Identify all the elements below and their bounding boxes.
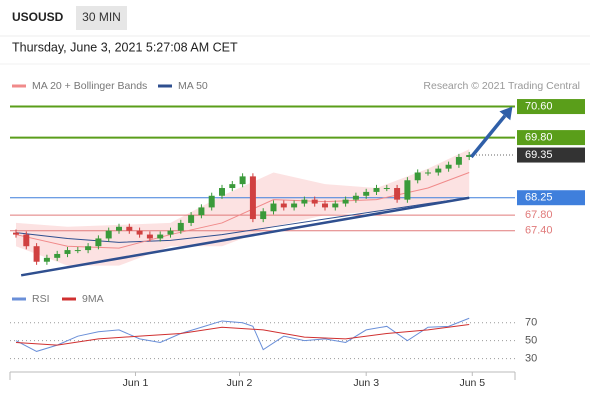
- oscillator-line: [15, 324, 470, 346]
- level-label: 69.35: [525, 149, 553, 161]
- candle-body: [249, 176, 256, 220]
- level-box: [517, 190, 585, 206]
- level-box: [517, 147, 585, 163]
- credit: Research © 2021 Trading Central: [423, 80, 580, 92]
- candle-body: [455, 156, 462, 165]
- y-tick-label: 30: [525, 352, 537, 364]
- candle-body: [394, 188, 401, 200]
- candle-body: [435, 168, 442, 173]
- symbol[interactable]: USOUSD: [12, 10, 64, 24]
- candle-body: [260, 211, 267, 220]
- date: Thursday, June 3, 2021 5:27:08 AM CET: [12, 40, 238, 54]
- level-box: [517, 130, 585, 146]
- candle-body: [219, 188, 225, 196]
- candle-body: [445, 164, 452, 169]
- candle-body: [146, 234, 153, 239]
- candle-body: [157, 234, 164, 239]
- trendline: [20, 196, 470, 277]
- candle-body: [188, 215, 195, 223]
- candle-body: [363, 191, 370, 196]
- candle-body: [126, 226, 133, 231]
- y-tick-label: 50: [525, 335, 537, 347]
- x-tick-label: Jun 2: [227, 377, 253, 389]
- candle-body: [177, 222, 184, 231]
- candle-body: [404, 180, 411, 200]
- legend-label: 9MA: [82, 293, 104, 305]
- candle-body: [466, 155, 473, 157]
- candle-body: [208, 195, 215, 208]
- interval[interactable]: 30 MIN: [82, 10, 121, 24]
- oscillator-line: [15, 317, 470, 352]
- candle-body: [116, 226, 122, 231]
- bollinger-band: [16, 149, 470, 266]
- level-label: 67.40: [525, 225, 553, 237]
- candle-body: [270, 203, 277, 212]
- candle-body: [373, 188, 380, 192]
- candle-body: [198, 207, 205, 216]
- x-tick-label: Jun 5: [459, 377, 485, 389]
- legend-label: MA 20 + Bollinger Bands: [32, 80, 147, 92]
- candle-body: [64, 250, 71, 254]
- candle-body: [167, 230, 174, 235]
- candle-body: [95, 238, 102, 247]
- candle-body: [332, 203, 339, 208]
- candle-body: [322, 203, 328, 208]
- level-label: 68.25: [525, 192, 553, 204]
- forecast-arrow: [469, 114, 507, 159]
- candle-body: [425, 172, 431, 174]
- x-tick-label: Jun 1: [123, 377, 149, 389]
- level-label: 67.80: [525, 209, 553, 221]
- candle-body: [352, 195, 359, 200]
- candle-body: [383, 188, 390, 190]
- candle-body: [291, 203, 298, 208]
- x-tick-label: Jun 3: [353, 377, 379, 389]
- candle-body: [136, 230, 143, 235]
- candle-body: [33, 246, 40, 262]
- level-box: [517, 99, 585, 115]
- candle-body: [311, 199, 318, 204]
- level-label: 69.80: [525, 131, 553, 143]
- legend-label: MA 50: [178, 80, 208, 92]
- legend-label: RSI: [32, 293, 50, 305]
- candle-body: [229, 184, 236, 189]
- candle-body: [85, 246, 92, 251]
- candle-body: [105, 230, 112, 239]
- candle-body: [43, 257, 50, 262]
- forecast-arrow-head: [499, 106, 513, 121]
- level-label: 70.60: [525, 100, 553, 112]
- indicator-line: [15, 197, 470, 243]
- y-tick-label: 70: [525, 317, 537, 329]
- indicator-line: [15, 172, 470, 249]
- candle-body: [54, 253, 61, 258]
- interval-button[interactable]: [76, 6, 127, 30]
- candle-body: [13, 232, 19, 235]
- candle-body: [239, 176, 246, 185]
- candle-body: [342, 199, 349, 204]
- candle-body: [23, 234, 30, 247]
- candle-body: [74, 250, 81, 252]
- candle-body: [301, 199, 308, 204]
- candle-body: [414, 172, 421, 181]
- candle-body: [280, 203, 287, 208]
